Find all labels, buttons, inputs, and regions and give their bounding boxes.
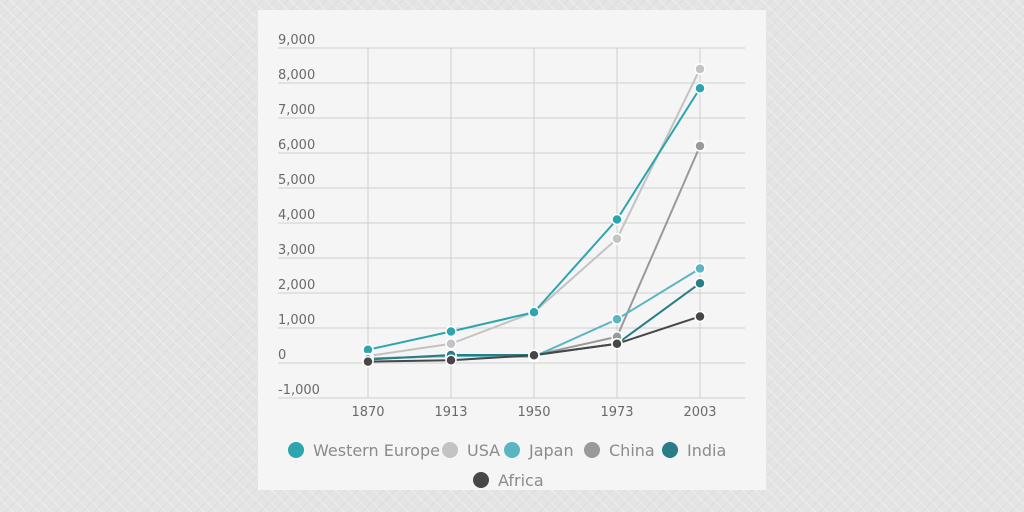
- data-point-japan[interactable]: [694, 262, 706, 275]
- x-tick-label: 1950: [517, 405, 550, 420]
- data-point-africa[interactable]: [445, 354, 457, 366]
- data-point-india[interactable]: [694, 277, 706, 289]
- legend-label: China: [609, 441, 655, 460]
- legend-marker: [288, 442, 304, 458]
- legend-item-china[interactable]: China: [584, 441, 655, 460]
- y-tick-label: 5,000: [278, 173, 315, 188]
- y-tick-label: 3,000: [278, 243, 315, 258]
- data-point-africa[interactable]: [611, 338, 623, 350]
- data-point-western-europe[interactable]: [694, 82, 706, 94]
- data-point-africa[interactable]: [362, 355, 374, 368]
- legend-marker: [662, 442, 678, 458]
- y-tick-label: -1,000: [278, 383, 320, 398]
- x-tick-label: 1973: [600, 405, 633, 420]
- legend-label: USA: [467, 441, 500, 460]
- legend-item-usa[interactable]: USA: [442, 441, 500, 460]
- legend-marker: [442, 442, 458, 458]
- legend-label: Africa: [498, 471, 544, 490]
- data-point-usa[interactable]: [694, 63, 706, 75]
- y-tick-label: 6,000: [278, 138, 315, 153]
- legend-item-africa[interactable]: Africa: [473, 471, 544, 490]
- y-tick-label: 2,000: [278, 278, 315, 293]
- chart-card: -1,000 0 1,000 2,000 3,000 4,000 5,000 6,000 7,0…: [258, 10, 766, 490]
- y-tick-label: 9,000: [278, 33, 315, 48]
- data-point-africa[interactable]: [528, 349, 540, 362]
- data-point-china[interactable]: [694, 140, 706, 152]
- legend-label: Japan: [528, 441, 574, 460]
- x-tick-label: 1870: [351, 405, 384, 420]
- legend-item-japan[interactable]: Japan: [504, 441, 574, 460]
- y-tick-label: 4,000: [278, 208, 315, 223]
- y-tick-label: 8,000: [278, 68, 315, 83]
- y-tick-label: 1,000: [278, 313, 315, 328]
- y-tick-label: 7,000: [278, 103, 315, 118]
- legend-marker: [584, 442, 600, 458]
- data-point-japan[interactable]: [611, 313, 623, 325]
- data-point-western-europe[interactable]: [528, 306, 540, 318]
- data-point-usa[interactable]: [445, 338, 457, 350]
- data-point-western-europe[interactable]: [611, 213, 623, 226]
- legend-item-india[interactable]: India: [662, 441, 726, 460]
- data-point-africa[interactable]: [694, 310, 706, 323]
- legend-label: India: [687, 441, 726, 460]
- x-tick-label: 2003: [683, 405, 716, 420]
- legend-marker: [473, 472, 489, 488]
- legend-label: Western Europe: [313, 441, 440, 460]
- data-point-western-europe[interactable]: [445, 325, 457, 338]
- x-tick-label: 1913: [434, 405, 467, 420]
- data-point-usa[interactable]: [611, 233, 623, 245]
- line-chart: -1,000 0 1,000 2,000 3,000 4,000 5,000 6,000 7,0…: [278, 33, 745, 490]
- legend-item-western-europe[interactable]: Western Europe: [288, 441, 440, 460]
- legend-marker: [504, 442, 520, 458]
- y-tick-label: 0: [278, 348, 286, 363]
